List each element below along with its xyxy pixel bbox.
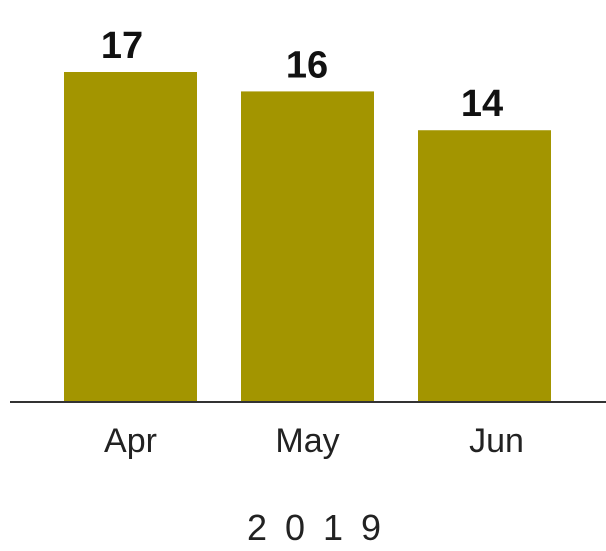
x-tick-label-may: May (275, 422, 339, 460)
data-label-may: 16 (286, 44, 328, 86)
bar-may (241, 91, 374, 402)
bars-layer (64, 72, 551, 402)
value-labels-layer: 17 16 14 (101, 25, 503, 125)
year-group-label: 2019 (247, 507, 399, 548)
x-tick-label-apr: Apr (104, 422, 157, 460)
bar-apr (64, 72, 197, 402)
x-tick-label-jun: Jun (469, 422, 524, 460)
data-label-jun: 14 (461, 83, 503, 125)
bar-jun (418, 130, 551, 402)
data-label-apr: 17 (101, 25, 143, 67)
x-tick-labels: Apr May Jun (104, 422, 524, 460)
